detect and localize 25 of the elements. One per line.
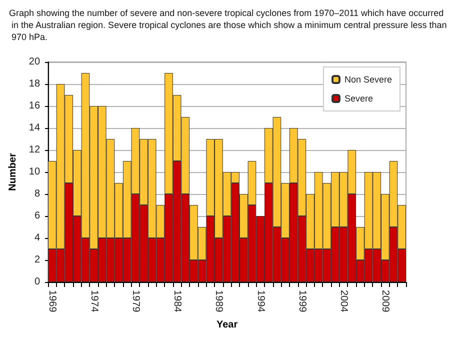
legend-label: Non Severe: [344, 74, 392, 84]
y-tick-label: 18: [28, 78, 40, 90]
x-tick-label: 1999: [296, 290, 308, 313]
x-tick-label: 2004: [338, 290, 350, 313]
x-tick-label: 1989: [213, 290, 224, 313]
x-axis-title: Year: [216, 320, 238, 331]
y-tick-label: 14: [28, 122, 40, 134]
y-tick-label: 0: [34, 276, 40, 288]
x-tick-label: 1984: [172, 290, 183, 313]
y-tick-label: 12: [28, 144, 40, 156]
chart-title: Graph showing the number of severe and non-severe tropical cyclones from 1970–2011 which have occurred in the Australian region. Severe tropical cyclones are those which show a minimum central pressure less than 970 hPa.: [9, 8, 447, 42]
x-tick-label: 1969: [46, 290, 58, 313]
y-axis-title: Number: [8, 153, 18, 191]
y-tick-label: 8: [34, 188, 40, 200]
y-tick-label: 16: [28, 100, 40, 112]
legend-label: Severe: [344, 94, 374, 104]
y-tick-label: 2: [34, 254, 40, 266]
x-tick-label: 1979: [130, 290, 141, 313]
x-tick-label: 1994: [254, 290, 266, 313]
y-tick-label: 4: [34, 232, 40, 244]
y-tick-label: 10: [28, 166, 40, 178]
y-tick-label: 6: [34, 210, 40, 222]
x-tick-label: 1974: [88, 290, 100, 313]
x-tick-label: 2009: [380, 290, 391, 313]
y-tick-label: 20: [28, 56, 40, 68]
